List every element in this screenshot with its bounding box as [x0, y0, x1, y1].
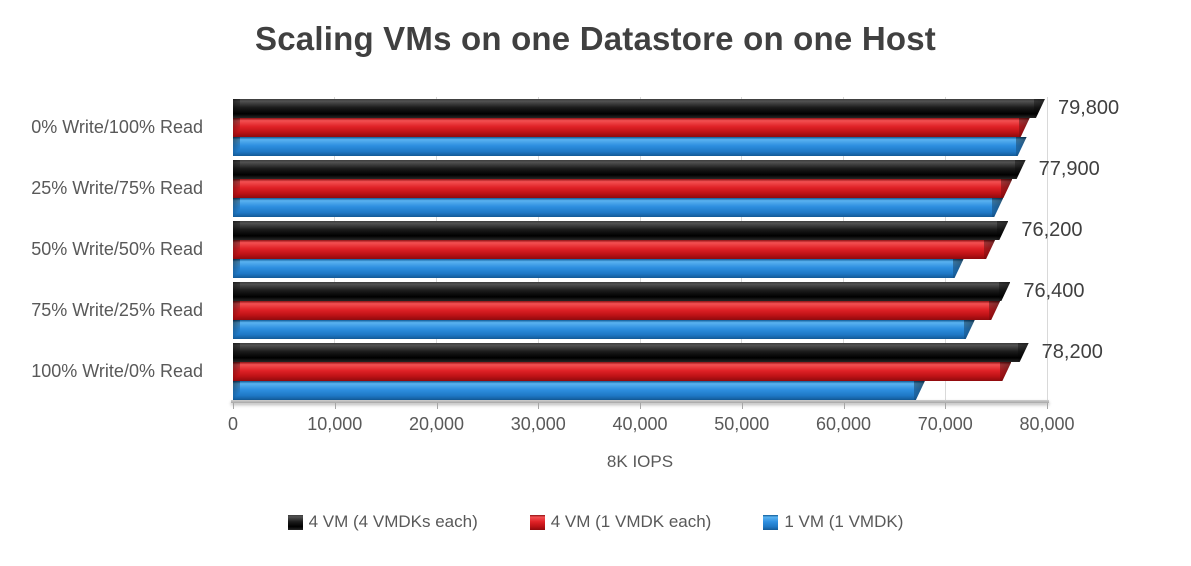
chart-legend: 4 VM (4 VMDKs each) 4 VM (1 VMDK each) 1 V… — [0, 512, 1191, 532]
legend-item: 4 VM (4 VMDKs each) — [287, 512, 478, 532]
legend-swatch-icon — [529, 514, 545, 530]
x-tick-label: 30,000 — [510, 414, 566, 434]
x-axis-line — [231, 400, 1049, 403]
bar-blue — [233, 381, 925, 400]
x-tick-label: 20,000 — [408, 414, 465, 434]
bar-row — [233, 381, 1047, 400]
bar-black — [233, 343, 1029, 362]
bar-black — [233, 99, 1045, 118]
bar-row — [233, 301, 1047, 320]
tick-mark — [1047, 403, 1048, 409]
x-tick-label: 10,000 — [307, 414, 363, 434]
category-label: 25% Write/75% Read — [31, 178, 203, 198]
tick-mark — [945, 403, 947, 409]
bar-red — [233, 301, 1000, 320]
legend-label: 1 VM (1 VMDK) — [784, 512, 904, 531]
bar-row — [233, 362, 1047, 381]
bar-row: 78,200 — [233, 341, 1103, 363]
legend-label: 4 VM (1 VMDK each) — [550, 512, 712, 531]
value-label: 79,800 — [1057, 97, 1120, 119]
x-tick-label: 60,000 — [815, 414, 872, 434]
x-tick-label: 50,000 — [714, 414, 770, 434]
bar-row: 79,800 — [233, 97, 1119, 119]
tick-mark — [640, 403, 641, 409]
x-tick-label: 0 — [227, 414, 239, 434]
tick-mark — [334, 403, 336, 409]
bar-black — [233, 221, 1008, 240]
tick-mark — [436, 403, 438, 409]
bar-row: 76,200 — [233, 219, 1083, 241]
category-label: 50% Write/50% Read — [31, 239, 203, 259]
legend-swatch-icon — [287, 514, 303, 530]
bar-black — [233, 282, 1010, 301]
gridline — [1046, 97, 1048, 402]
bar-row — [233, 137, 1047, 156]
category-label: 0% Write/100% Read — [31, 117, 203, 137]
x-tick-label: 40,000 — [612, 414, 668, 434]
legend-item: 1 VM (1 VMDK) — [763, 512, 903, 532]
bar-blue — [233, 259, 964, 278]
bar-blue — [233, 137, 1027, 156]
legend-swatch-icon — [763, 514, 779, 530]
tick-mark — [843, 403, 845, 409]
bar-group: 79,800 — [233, 97, 1119, 158]
bar-row — [233, 198, 1047, 217]
tick-mark — [233, 403, 234, 409]
bar-black — [233, 160, 1026, 179]
x-tick-label: 80,000 — [1019, 414, 1075, 434]
bar-row — [233, 240, 1047, 259]
category-label: 100% Write/0% Read — [31, 361, 203, 381]
x-tick-label: 70,000 — [917, 414, 973, 434]
bar-row: 77,900 — [233, 158, 1100, 180]
bar-blue — [233, 198, 1003, 217]
value-label: 76,200 — [1021, 219, 1083, 241]
value-label: 77,900 — [1038, 158, 1100, 180]
tick-mark — [741, 403, 743, 409]
tick-mark — [538, 403, 540, 409]
bar-blue — [233, 320, 975, 339]
bar-row — [233, 259, 1047, 278]
x-axis-title: 8K IOPS — [606, 452, 674, 471]
legend-item: 4 VM (1 VMDK each) — [529, 512, 712, 532]
value-label: 78,200 — [1041, 341, 1103, 363]
bar-red — [233, 362, 1011, 381]
bar-group: 76,200 — [233, 219, 1083, 280]
bar-group: 76,400 — [233, 280, 1085, 341]
plot-area: 79,800 77,900 76,200 76,400 78,200 — [233, 97, 1119, 402]
legend-label: 4 VM (4 VMDKs each) — [308, 512, 478, 531]
chart-title: Scaling VMs on one Datastore on one Host — [255, 20, 936, 57]
bar-row — [233, 179, 1047, 198]
value-label: 76,400 — [1023, 280, 1085, 302]
bar-row — [233, 320, 1047, 339]
bar-red — [233, 240, 995, 259]
category-label: 75% Write/25% Read — [31, 300, 203, 320]
bar-row: 76,400 — [233, 280, 1085, 302]
bar-red — [233, 179, 1012, 198]
bar-group: 78,200 — [233, 341, 1103, 402]
bar-row — [233, 118, 1047, 137]
bar-red — [233, 118, 1030, 137]
bar-group: 77,900 — [233, 158, 1100, 219]
